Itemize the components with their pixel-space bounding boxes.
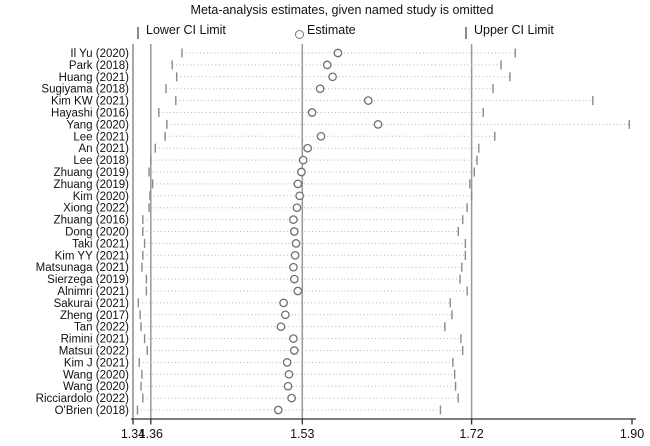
lower-ci-legend-tick-icon [137, 27, 139, 39]
x-axis-tick-label: 1.53 [290, 427, 314, 441]
legend-lower-ci-label: Lower CI Limit [146, 23, 226, 37]
study-label: Zhuang (2019) [54, 167, 130, 179]
study-label: Sierzega (2019) [47, 274, 129, 286]
study-label: Kim J (2021) [64, 357, 129, 369]
estimate-marker [283, 381, 293, 391]
estimate-marker [293, 286, 303, 296]
estimate-marker [290, 250, 300, 260]
study-label: Park (2018) [69, 60, 129, 72]
study-label: Sugiyama (2018) [41, 84, 129, 96]
estimate-marker [276, 322, 286, 332]
study-label: Zheng (2017) [60, 310, 129, 322]
study-label: Wang (2020) [63, 381, 129, 393]
study-label: Kim YY (2021) [55, 250, 130, 262]
estimate-marker [289, 334, 298, 343]
x-axis-tick-label: 1.34 [121, 427, 145, 441]
study-label: Sakurai (2021) [54, 298, 130, 310]
study-label: Hayashi (2016) [51, 108, 129, 120]
legend-upper-ci-label: Upper CI Limit [474, 23, 554, 37]
study-label: Xiong (2022) [63, 203, 129, 215]
study-label: Taki (2021) [72, 238, 129, 250]
legend-estimate-label: Estimate [307, 23, 356, 37]
estimate-marker [289, 274, 299, 284]
study-label: Tan (2022) [74, 322, 129, 334]
study-label: An (2021) [78, 143, 129, 155]
estimate-marker [303, 143, 312, 153]
study-label: Zhuang (2019) [54, 179, 130, 191]
estimate-marker [284, 369, 294, 379]
study-label: Matsunaga (2021) [36, 262, 130, 274]
study-label: Dong (2020) [65, 227, 129, 239]
study-label: Lee (2018) [73, 155, 129, 167]
study-label: Rimini (2021) [61, 334, 130, 346]
estimate-marker [273, 405, 283, 415]
estimate-marker [287, 393, 296, 403]
estimate-marker [322, 60, 332, 70]
estimate-marker [291, 239, 301, 248]
estimate-marker [315, 84, 325, 94]
estimate-marker [279, 298, 288, 308]
estimate-marker [289, 346, 299, 355]
study-label: Ricciardolo (2022) [36, 393, 129, 405]
estimate-marker [292, 203, 302, 213]
study-label: O'Brien (2018) [55, 405, 130, 417]
estimate-marker [289, 262, 298, 272]
estimate-marker [298, 155, 308, 165]
estimate-marker [281, 310, 290, 320]
study-label: Kim KW (2021) [51, 96, 129, 108]
estimate-marker [289, 227, 299, 236]
study-label: Wang (2020) [63, 369, 129, 381]
estimate-marker [363, 96, 373, 105]
study-label: Matsui (2022) [59, 346, 129, 358]
estimate-marker [333, 48, 343, 58]
estimate-marker [373, 120, 383, 129]
study-label: Alnimri (2021) [57, 286, 129, 298]
study-label: Zhuang (2016) [54, 215, 130, 227]
estimate-marker [289, 215, 298, 224]
estimate-marker [316, 131, 326, 141]
x-axis-tick-label: 1.90 [620, 427, 644, 441]
estimate-marker [295, 191, 304, 201]
study-label: Il Yu (2020) [70, 48, 129, 60]
study-label: Lee (2021) [73, 131, 129, 143]
estimate-legend-circle-icon [295, 30, 304, 39]
study-label: Huang (2021) [59, 72, 129, 84]
x-axis-tick-label: 1.36 [139, 427, 163, 441]
estimate-marker [328, 72, 337, 82]
estimate-marker [307, 108, 317, 117]
study-label: Kim (2020) [73, 191, 129, 203]
estimate-marker [282, 358, 292, 367]
estimate-marker [297, 167, 306, 177]
chart-title: Meta-analysis estimates, given named stu… [190, 3, 494, 17]
x-axis-tick-label: 1.72 [459, 427, 483, 441]
upper-ci-legend-tick-icon [465, 27, 467, 39]
study-label: Yang (2020) [67, 119, 130, 131]
estimate-marker [293, 179, 303, 189]
